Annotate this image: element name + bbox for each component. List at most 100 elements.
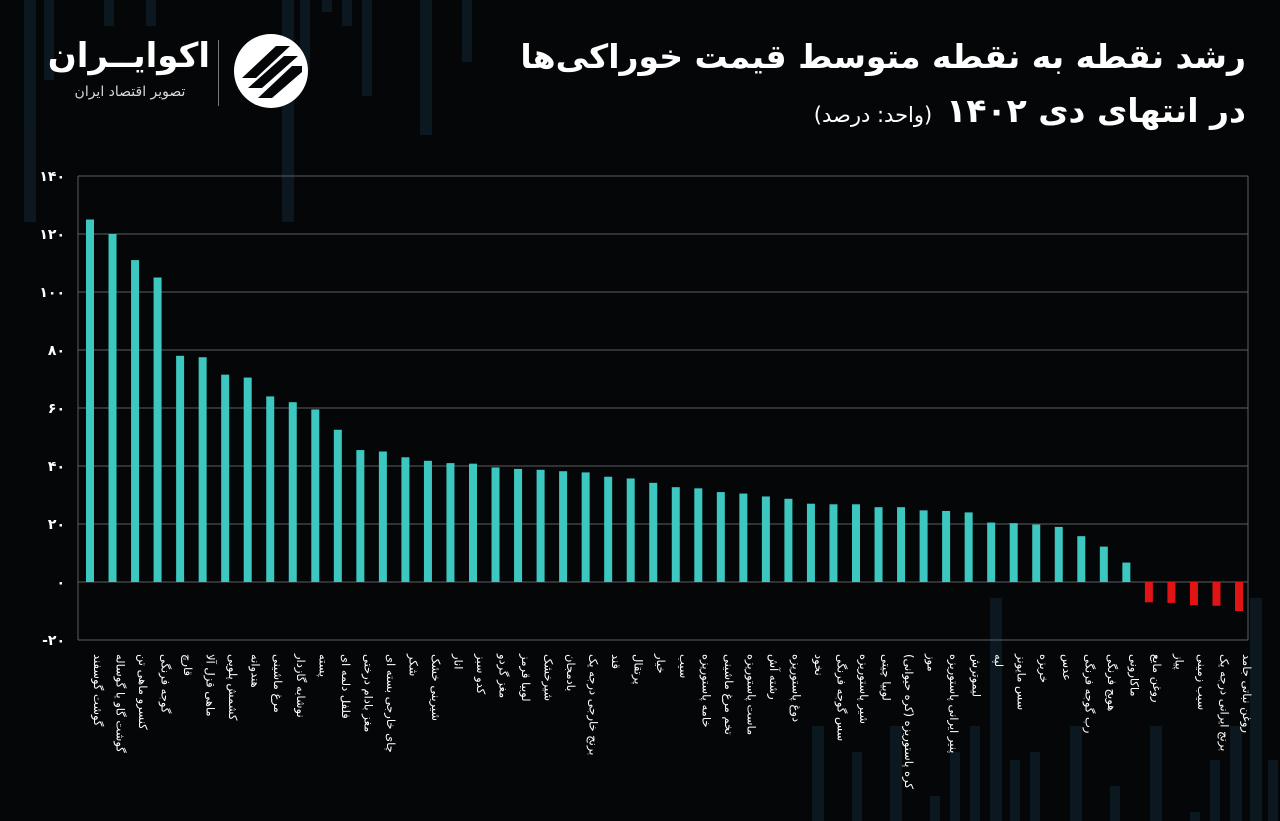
bar [581, 472, 590, 582]
category-label: برنج ایرانی درجه یک [1216, 654, 1231, 751]
y-tick-label: ۱۴۰ [39, 169, 65, 185]
logo-divider [218, 40, 219, 106]
category-label: گوجه فرنگی [158, 654, 173, 714]
category-label: برنج خارجی درجه یک [586, 654, 601, 755]
category-label: دوغ پاستوریزه [788, 654, 803, 722]
category-label: چای خارجی بسته ای [383, 654, 398, 753]
category-label: مغز گردو [496, 653, 511, 698]
category-label: شکر [405, 653, 420, 676]
category-label: لوبیا چیتی [879, 654, 894, 701]
category-label: تخم مرغ ماشینی [721, 654, 736, 735]
category-labels: گوشت گوسفند گوشت گاو یا گوساله کنسرو ماهی … [90, 653, 1254, 790]
category-label: کنسرو ماهی تن [135, 654, 150, 730]
category-label: سس گوجه فرنگی [833, 654, 848, 741]
category-label: موز [924, 653, 939, 672]
category-label: انار [450, 653, 465, 669]
bar [1212, 582, 1221, 606]
bar [987, 522, 996, 582]
brand-tagline: تصویر اقتصاد ایران [74, 84, 186, 100]
bar [221, 374, 230, 582]
category-label: پسته [316, 654, 330, 677]
bar [761, 496, 770, 582]
bar [153, 277, 162, 582]
chart-title-date: در انتهای دی ۱۴۰۲ [946, 91, 1246, 130]
bar [626, 478, 635, 582]
chart-title-line2: در انتهای دی ۱۴۰۲ (واحد: درصد) [346, 84, 1246, 142]
brand-logo-icon [234, 34, 308, 108]
category-label: قند [609, 654, 623, 669]
category-label: مغز بادام درختی [360, 654, 375, 732]
bar-chart: -۲۰ ۰ ۲۰ ۴۰ ۶۰ ۸۰ ۱۰۰ ۱۲۰ ۱۴۰ گوشت گوسفند گوشت گا… [39, 169, 1254, 790]
bar [469, 463, 477, 582]
bar [874, 507, 883, 582]
category-label: کشمش پلویی [225, 654, 240, 721]
bar [739, 493, 748, 582]
bar [446, 463, 455, 582]
category-label: قارچ [180, 654, 195, 676]
bar [852, 504, 860, 582]
bar [1189, 582, 1198, 606]
category-label: لوبیا قرمز [518, 653, 533, 702]
chart-title-line1: رشد نقطه به نقطه متوسط قیمت خوراکی‌ها [520, 37, 1246, 76]
bar [1009, 523, 1018, 582]
bar [423, 460, 432, 582]
bar [108, 234, 117, 582]
bar [671, 487, 680, 582]
category-label: سس مایونز [1014, 653, 1029, 710]
category-label: پیاز [1171, 653, 1186, 670]
category-label: شیرخشک [541, 654, 556, 701]
bars [86, 219, 1243, 611]
bar [198, 357, 207, 582]
category-label: بادمجان [564, 654, 578, 691]
category-label: شیر پاستوریزه [856, 654, 871, 724]
bar [829, 504, 838, 582]
brand-name: اکوایــران [47, 36, 210, 76]
category-label: خیار [653, 653, 668, 674]
y-tick-label: ۱۲۰ [39, 227, 65, 243]
bar [514, 468, 523, 582]
category-label: روغن نباتی جامد [1239, 654, 1254, 733]
bar [491, 467, 500, 582]
category-label: مرغ ماشینی [270, 654, 285, 713]
category-label: هندوانه [248, 654, 263, 688]
category-label: نخود [811, 654, 826, 676]
bar [266, 396, 275, 582]
category-label: گوشت گوسفند [90, 654, 105, 727]
bar [1054, 526, 1063, 582]
bar [649, 482, 658, 582]
grid-lines [77, 175, 1249, 641]
bar [356, 450, 365, 582]
category-label: ماهی قزل آلا [203, 654, 218, 717]
bar [942, 510, 951, 582]
bar [131, 260, 140, 582]
bar [1167, 582, 1176, 603]
y-tick-label: ۰ [56, 575, 65, 591]
category-label: پرتقال [631, 654, 646, 684]
category-label: رب گوجه فرنگی [1081, 654, 1096, 733]
category-label: گوشت گاو یا گوساله [113, 654, 128, 753]
category-label: پنیر ایرانی پاستوریزه [946, 654, 961, 753]
bar [1235, 582, 1243, 611]
bar [897, 507, 906, 582]
bar [806, 503, 815, 582]
y-tick-label: ۱۰۰ [39, 285, 65, 301]
category-label: فلفل دلمه ای [339, 654, 353, 719]
y-tick-label: ۲۰ [48, 517, 65, 533]
category-label: عدس [1059, 654, 1074, 681]
bar [919, 510, 928, 582]
category-label: هویج فرنگی [1104, 654, 1119, 711]
category-label: لیموترش [969, 654, 984, 697]
chart-title: رشد نقطه به نقطه متوسط قیمت خوراکی‌ها در… [346, 30, 1246, 142]
bar [243, 377, 252, 582]
category-label: خامه پاستوریزه [698, 654, 713, 727]
y-tick-label: ۴۰ [48, 459, 65, 475]
category-label: شیرینی خشک [428, 654, 443, 721]
bar [964, 512, 973, 582]
category-label: نوشابه گازدار [293, 653, 308, 718]
category-label: لپه [992, 654, 1006, 667]
bar [333, 429, 342, 582]
bar [401, 457, 410, 582]
y-tick-label: -۲۰ [42, 633, 65, 649]
category-label: خربزه [1036, 654, 1051, 683]
